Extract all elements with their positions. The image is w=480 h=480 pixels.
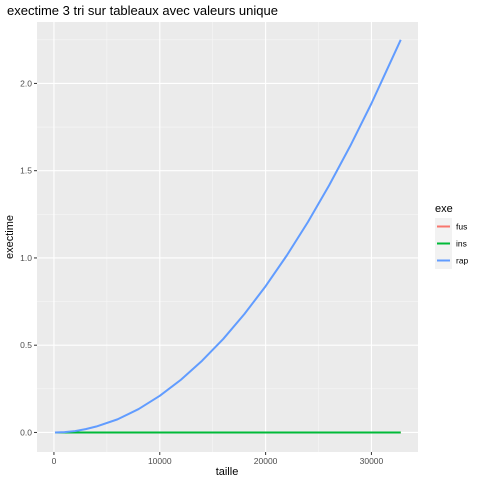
y-tick-label: 0.0 (20, 427, 32, 437)
x-tick-label: 0 (52, 456, 57, 466)
plot-panel (37, 22, 418, 452)
x-tick-label: 10000 (148, 456, 172, 466)
x-tick-label: 30000 (360, 456, 384, 466)
legend-label-rap: rap (456, 256, 469, 266)
x-tick-label: 20000 (254, 456, 278, 466)
legend-label-fus: fus (456, 222, 467, 232)
y-axis: 0.0 0.5 1.0 1.5 2.0 (20, 78, 37, 437)
x-axis: 0 10000 20000 30000 (52, 452, 384, 466)
y-tick-label: 1.0 (20, 253, 32, 263)
y-tick-label: 0.5 (20, 340, 32, 350)
legend-title: exe (435, 203, 453, 215)
chart-title: exectime 3 tri sur tableaux avec valeurs… (7, 3, 278, 18)
y-tick-label: 1.5 (20, 166, 32, 176)
legend-items: fus ins rap (435, 218, 469, 269)
legend: exe fus ins rap (435, 203, 469, 269)
x-axis-title: taille (216, 466, 239, 478)
y-axis-title: exectime (4, 215, 16, 259)
y-tick-label: 2.0 (20, 78, 32, 88)
legend-label-ins: ins (456, 239, 467, 249)
